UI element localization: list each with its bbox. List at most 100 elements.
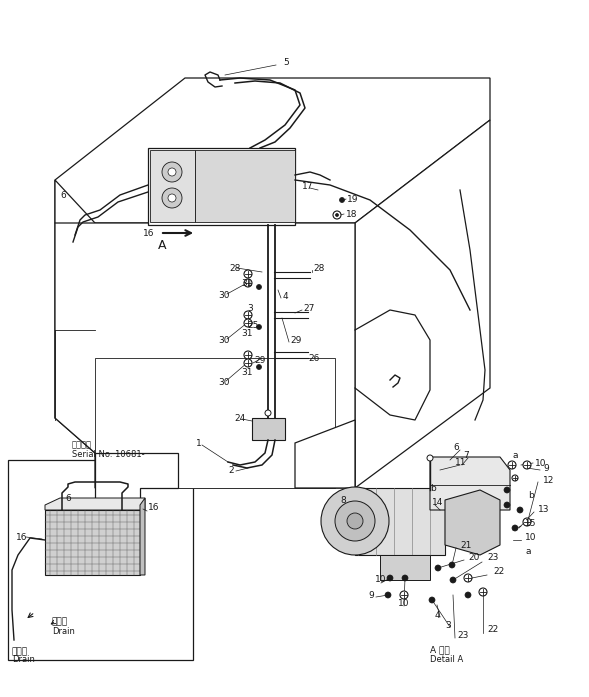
- Circle shape: [244, 270, 252, 278]
- Text: 10: 10: [525, 533, 537, 542]
- Polygon shape: [95, 453, 178, 512]
- Circle shape: [449, 562, 455, 568]
- Polygon shape: [95, 358, 335, 488]
- Text: 31: 31: [241, 367, 253, 376]
- Bar: [262, 308, 274, 318]
- Circle shape: [339, 197, 345, 203]
- Circle shape: [244, 359, 252, 367]
- Text: 4: 4: [283, 291, 289, 300]
- Text: b: b: [528, 491, 534, 500]
- Polygon shape: [430, 457, 510, 510]
- Polygon shape: [380, 555, 430, 580]
- Circle shape: [162, 188, 182, 208]
- Bar: [8, 460, 193, 660]
- Circle shape: [256, 325, 262, 330]
- Circle shape: [336, 213, 339, 217]
- Polygon shape: [252, 418, 285, 440]
- Polygon shape: [45, 498, 145, 510]
- Polygon shape: [195, 150, 295, 222]
- Circle shape: [387, 575, 393, 581]
- Text: 26: 26: [308, 353, 319, 362]
- Bar: [244, 155, 262, 215]
- Polygon shape: [45, 510, 140, 575]
- Polygon shape: [140, 498, 145, 575]
- Text: a: a: [512, 450, 518, 459]
- Text: Serial No. 10681-: Serial No. 10681-: [72, 450, 145, 459]
- Bar: [262, 348, 274, 358]
- Text: 適用号機: 適用号機: [72, 441, 92, 450]
- Text: 22: 22: [487, 625, 498, 634]
- Circle shape: [162, 162, 182, 182]
- Text: 1: 1: [196, 438, 202, 447]
- Text: 18: 18: [346, 210, 358, 218]
- Text: 30: 30: [218, 291, 230, 300]
- Text: Detail A: Detail A: [430, 654, 464, 664]
- Text: 28: 28: [313, 263, 325, 273]
- Polygon shape: [355, 120, 490, 488]
- Text: 28: 28: [229, 263, 240, 273]
- Circle shape: [244, 279, 252, 287]
- Circle shape: [244, 311, 252, 319]
- Circle shape: [479, 588, 487, 596]
- Text: 4: 4: [435, 611, 441, 620]
- Text: ドレン: ドレン: [12, 648, 28, 657]
- Polygon shape: [148, 148, 295, 225]
- Polygon shape: [445, 490, 500, 555]
- Text: 29: 29: [254, 355, 266, 365]
- Text: 30: 30: [218, 378, 230, 387]
- Circle shape: [464, 574, 472, 582]
- Bar: [408, 558, 423, 576]
- Circle shape: [450, 577, 456, 583]
- Text: 22: 22: [493, 567, 504, 576]
- Circle shape: [333, 211, 341, 219]
- Text: 17: 17: [302, 181, 313, 190]
- Text: A 詳細: A 詳細: [430, 645, 450, 654]
- Text: 2: 2: [228, 466, 234, 475]
- Circle shape: [402, 575, 408, 581]
- Text: 13: 13: [538, 505, 550, 514]
- Circle shape: [465, 592, 471, 598]
- Text: 29: 29: [290, 335, 302, 344]
- Circle shape: [508, 461, 516, 469]
- Bar: [200, 155, 218, 215]
- Text: 16: 16: [16, 533, 28, 542]
- Text: 31: 31: [241, 328, 253, 337]
- Text: 20: 20: [468, 553, 479, 562]
- Polygon shape: [55, 223, 355, 488]
- Text: 23: 23: [487, 553, 498, 562]
- Circle shape: [265, 410, 271, 416]
- Circle shape: [435, 565, 441, 571]
- Text: ドレン: ドレン: [52, 618, 68, 627]
- Text: 19: 19: [347, 194, 359, 204]
- Text: 9: 9: [368, 590, 374, 599]
- Circle shape: [523, 461, 531, 469]
- Circle shape: [256, 365, 262, 369]
- Text: 12: 12: [543, 475, 554, 484]
- Circle shape: [512, 525, 518, 531]
- Circle shape: [400, 591, 408, 599]
- Text: 16: 16: [148, 503, 160, 512]
- Text: Drain: Drain: [52, 627, 75, 636]
- Text: 31: 31: [241, 279, 253, 287]
- Text: 14: 14: [432, 498, 444, 507]
- Text: 9: 9: [543, 464, 549, 473]
- Circle shape: [168, 168, 176, 176]
- Circle shape: [244, 351, 252, 359]
- Polygon shape: [55, 180, 95, 453]
- Text: 6: 6: [453, 443, 459, 452]
- Text: 10: 10: [375, 576, 386, 585]
- Bar: [262, 268, 274, 278]
- Circle shape: [321, 487, 389, 555]
- Bar: [266, 155, 284, 215]
- Circle shape: [244, 319, 252, 327]
- Polygon shape: [295, 420, 355, 488]
- Text: 7: 7: [463, 450, 469, 459]
- Circle shape: [256, 284, 262, 289]
- Circle shape: [427, 455, 433, 461]
- Text: 16: 16: [143, 229, 154, 238]
- Bar: [222, 155, 240, 215]
- Circle shape: [504, 502, 510, 508]
- Text: 3: 3: [247, 303, 253, 312]
- Text: b: b: [430, 484, 436, 493]
- Circle shape: [523, 518, 531, 526]
